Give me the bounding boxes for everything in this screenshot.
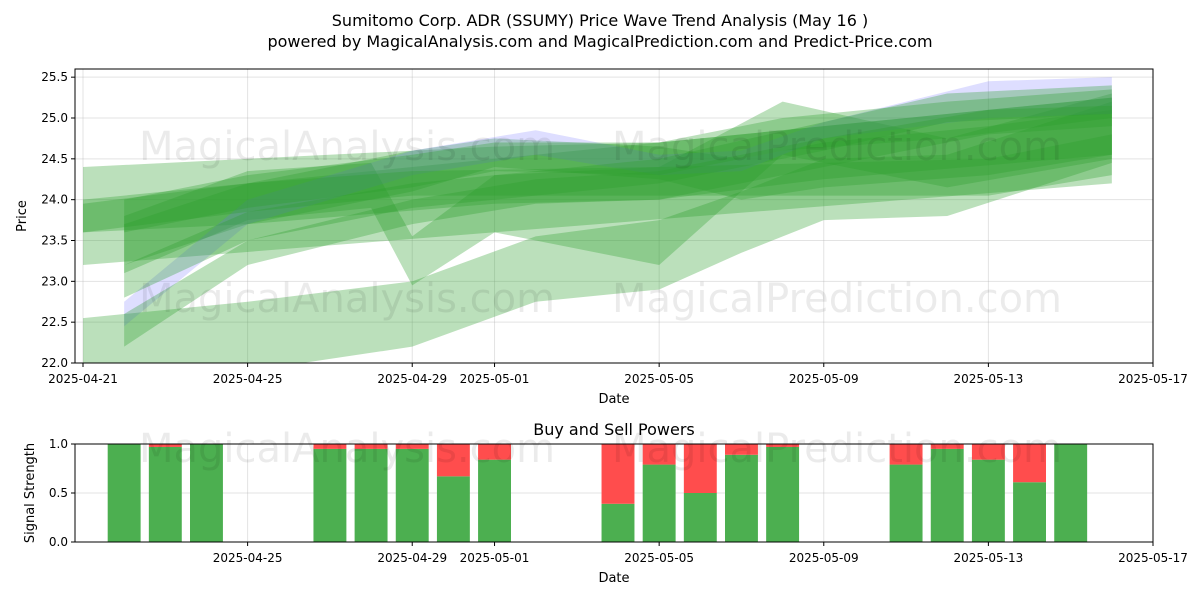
buy-sell-chart: Buy and Sell Powers MagicalAnalysis.com … — [23, 420, 1188, 586]
buy-bar — [1054, 444, 1088, 542]
price-y-tick-label: 23.5 — [41, 234, 68, 248]
signal-x-tick-label: 2025-05-09 — [789, 551, 859, 565]
price-y-tick-label: 23.0 — [41, 274, 68, 288]
price-wave-band-1 — [83, 97, 1112, 233]
price-wave-band-4 — [124, 109, 1112, 265]
watermark-analysis-signal: MagicalAnalysis.com — [139, 426, 555, 472]
sell-bar — [354, 444, 388, 449]
buy-bar — [930, 448, 964, 542]
buy-bar — [971, 459, 1005, 542]
sell-bar — [313, 444, 347, 449]
price-x-tick-label: 2025-05-09 — [789, 372, 859, 386]
signal-x-tick-label: 2025-05-05 — [624, 551, 694, 565]
price-wave-chart: MagicalAnalysis.com MagicalPrediction.co… — [15, 68, 1188, 407]
sell-bar — [766, 444, 800, 447]
sell-bar — [725, 444, 758, 455]
price-wave-band-6 — [124, 89, 1112, 233]
price-x-tick-label: 2025-04-21 — [48, 372, 118, 386]
signal-x-tick-label: 2025-05-13 — [954, 551, 1024, 565]
price-y-tick-label: 25.0 — [41, 111, 68, 125]
sell-bar — [478, 444, 511, 460]
watermark-analysis-bottom: MagicalAnalysis.com — [139, 276, 555, 322]
signal-x-tick-label: 2025-04-29 — [377, 551, 447, 565]
signal-y-tick-label: 0.0 — [49, 535, 68, 549]
buy-bar — [190, 444, 223, 542]
buy-bar — [395, 448, 429, 542]
signal-bars — [107, 444, 1088, 542]
price-y-tick-label: 22.0 — [41, 356, 68, 370]
price-x-tick-label: 2025-05-05 — [624, 372, 694, 386]
sell-bar — [148, 444, 182, 447]
figure-title-line2: powered by MagicalAnalysis.com and Magic… — [267, 32, 932, 51]
sell-bar — [889, 444, 923, 465]
buy-bar — [683, 493, 717, 542]
sell-bar — [601, 444, 635, 504]
sell-bar — [683, 444, 717, 493]
sell-bar — [1013, 444, 1046, 483]
signal-x-tick-label: 2025-05-01 — [460, 551, 530, 565]
price-wave-band-2 — [83, 101, 1112, 363]
buy-bar — [766, 446, 800, 542]
watermark-prediction-signal: MagicalPrediction.com — [612, 426, 1062, 472]
sell-bar — [971, 444, 1005, 460]
signal-y-axis-label: Signal Strength — [23, 443, 38, 543]
price-y-axis-label: Price — [15, 200, 30, 232]
signal-y-ticks: 0.0 0.5 1.0 — [49, 437, 75, 549]
figure-title-line1: Sumitomo Corp. ADR (SSUMY) Price Wave Tr… — [332, 11, 868, 30]
buy-bar — [1013, 482, 1046, 542]
buy-bar — [313, 448, 347, 542]
signal-x-ticks: 2025-04-25 2025-04-29 2025-05-01 2025-05-05… — [213, 542, 1188, 565]
price-wave-bands — [83, 77, 1112, 363]
price-y-tick-label: 22.5 — [41, 315, 68, 329]
price-x-tick-label: 2025-05-13 — [954, 372, 1024, 386]
price-y-tick-label: 25.5 — [41, 70, 68, 84]
buy-bar — [436, 476, 470, 542]
signal-x-tick-label: 2025-05-17 — [1118, 551, 1188, 565]
price-wave-band-3 — [124, 93, 1112, 286]
price-wave-band-8 — [124, 105, 1112, 347]
price-x-tick-label: 2025-05-17 — [1118, 372, 1188, 386]
sell-bar — [930, 444, 964, 449]
buy-bar — [354, 448, 388, 542]
sell-bar — [436, 444, 470, 477]
signal-y-tick-label: 0.5 — [49, 486, 68, 500]
price-wave-band-7 — [83, 134, 1112, 233]
price-x-axis-label: Date — [598, 392, 629, 407]
buy-bar — [601, 503, 635, 542]
buy-bar — [889, 464, 923, 542]
watermark-analysis-top: MagicalAnalysis.com — [139, 124, 555, 170]
signal-y-tick-label: 1.0 — [49, 437, 68, 451]
signal-x-axis-label: Date — [598, 571, 629, 586]
signal-chart-title: Buy and Sell Powers — [533, 420, 695, 439]
price-x-ticks: 2025-04-21 2025-04-25 2025-04-29 2025-05-01… — [48, 363, 1188, 386]
buy-bar — [107, 444, 141, 542]
buy-bar — [478, 459, 511, 542]
price-x-tick-label: 2025-04-25 — [213, 372, 283, 386]
sell-bar — [395, 444, 429, 449]
price-wave-band-9 — [124, 85, 1112, 298]
buy-bar — [642, 464, 676, 542]
watermark-prediction-top: MagicalPrediction.com — [612, 124, 1062, 170]
watermark-prediction-bottom: MagicalPrediction.com — [612, 276, 1062, 322]
price-watermarks: MagicalAnalysis.com MagicalPrediction.co… — [139, 124, 1062, 322]
buy-bar — [148, 446, 182, 542]
signal-watermarks: MagicalAnalysis.com MagicalPrediction.co… — [139, 426, 1062, 472]
price-y-tick-label: 24.5 — [41, 152, 68, 166]
price-y-ticks: 22.0 22.5 23.0 23.5 24.0 24.5 25.0 25.5 — [41, 70, 75, 370]
price-x-tick-label: 2025-04-29 — [377, 372, 447, 386]
buy-bar — [725, 454, 758, 542]
price-y-tick-label: 24.0 — [41, 193, 68, 207]
price-grid — [75, 69, 1154, 364]
price-x-tick-label: 2025-05-01 — [460, 372, 530, 386]
signal-x-tick-label: 2025-04-25 — [213, 551, 283, 565]
price-wave-band-5 — [124, 77, 1112, 327]
price-wave-band-0 — [83, 97, 1112, 265]
price-axes-frame — [74, 68, 1154, 364]
sell-bar — [642, 444, 676, 465]
